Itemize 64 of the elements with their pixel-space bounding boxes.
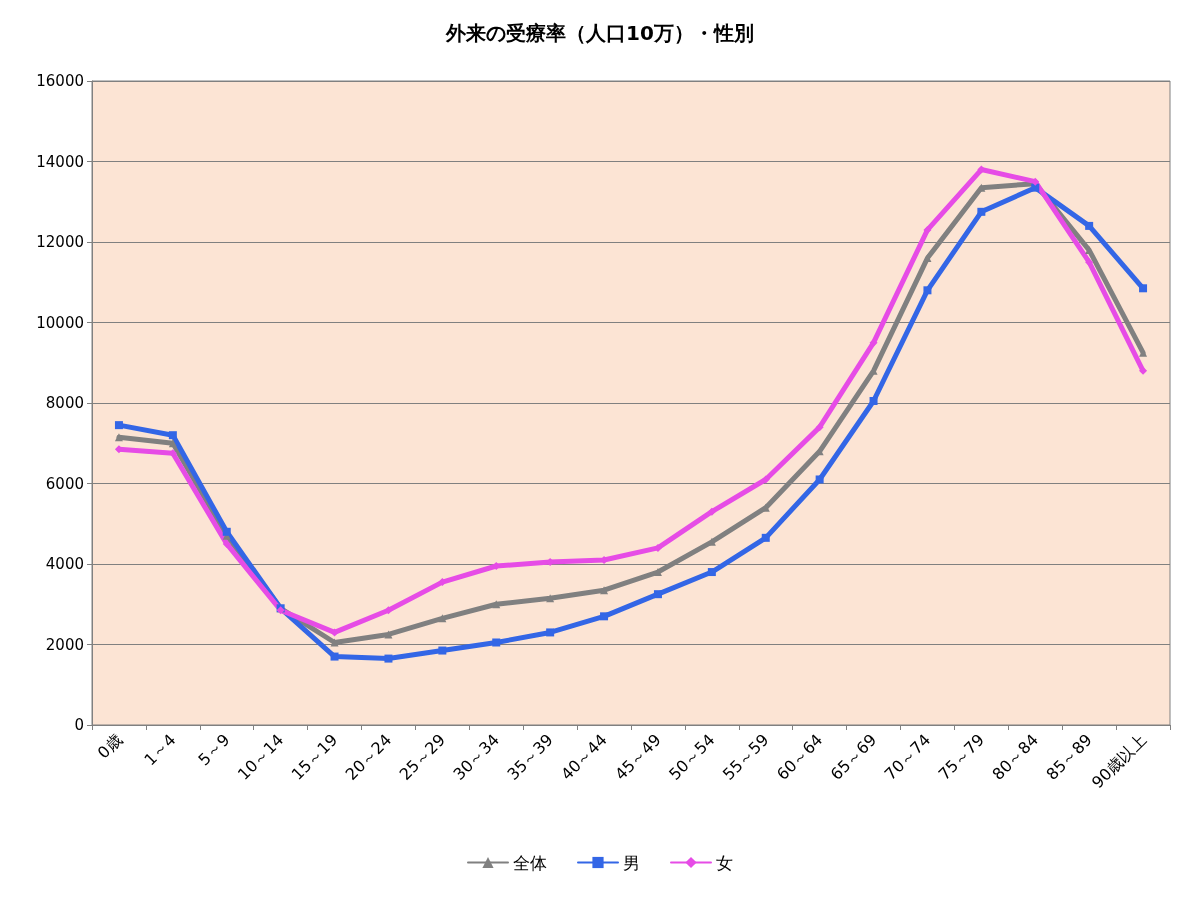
y-tick-label: 16000 (36, 72, 84, 90)
point (923, 225, 932, 234)
point (384, 606, 393, 615)
point (761, 533, 770, 542)
point (653, 590, 662, 599)
y-tick-label: 12000 (36, 233, 84, 251)
x-tick-label: 0歳 (93, 730, 126, 763)
y-tick-label: 10000 (36, 313, 84, 332)
point (1085, 221, 1094, 230)
x-tick-label: 55～59 (718, 730, 773, 784)
x-tick-label: 1～4 (140, 730, 180, 770)
y-tick-label: 4000 (45, 555, 84, 573)
x-tick-label: 50～54 (665, 730, 719, 784)
point (923, 286, 932, 295)
y-tick-label: 8000 (45, 394, 84, 412)
chart-title: 外来の受療率（人口10万）・性別 (445, 21, 754, 45)
point (114, 433, 123, 442)
x-tick-label: 15～19 (287, 730, 342, 784)
x-tick-label: 35～39 (503, 730, 557, 784)
y-tick-label: 14000 (36, 152, 84, 171)
point (1139, 284, 1148, 293)
x-tick-label: 20～24 (341, 730, 396, 784)
legend-label: 女 (716, 852, 733, 873)
point (546, 628, 555, 637)
point (546, 594, 555, 603)
point (600, 586, 609, 595)
point (815, 475, 824, 484)
point (869, 396, 878, 405)
point (1031, 183, 1040, 192)
x-tick-label: 30～34 (449, 730, 503, 784)
legend-label: 全体 (513, 852, 547, 873)
point (869, 338, 878, 347)
point (977, 207, 986, 216)
point (707, 507, 716, 516)
x-tick-label: 70～74 (880, 730, 935, 784)
point (168, 431, 177, 440)
x-tick-label: 60～64 (772, 730, 827, 784)
point (815, 423, 824, 432)
point (492, 638, 501, 647)
y-tick-label: 2000 (45, 635, 84, 654)
x-tick-label: 5～9 (194, 730, 234, 770)
x-tick-label: 10～14 (233, 730, 288, 784)
y-tick-label: 6000 (45, 474, 84, 493)
point (1139, 366, 1148, 375)
point (330, 628, 339, 637)
point (114, 421, 123, 430)
y-tick-label: 0 (74, 716, 84, 734)
x-tick-label: 80～84 (988, 730, 1042, 784)
point (438, 646, 447, 655)
legend-label: 男 (623, 852, 640, 873)
point (1085, 258, 1094, 267)
point (653, 568, 662, 577)
x-tick-label: 65～69 (826, 730, 881, 784)
x-tick-label: 40～44 (557, 730, 611, 784)
point (761, 475, 770, 484)
x-tick-label: 75～79 (934, 730, 989, 784)
x-tick-label: 45～49 (611, 730, 665, 784)
point (330, 652, 339, 661)
point (222, 527, 231, 536)
point (384, 654, 393, 663)
point (222, 539, 231, 548)
x-tick-label: 25～29 (395, 730, 450, 784)
point (600, 612, 609, 621)
point (707, 568, 716, 577)
